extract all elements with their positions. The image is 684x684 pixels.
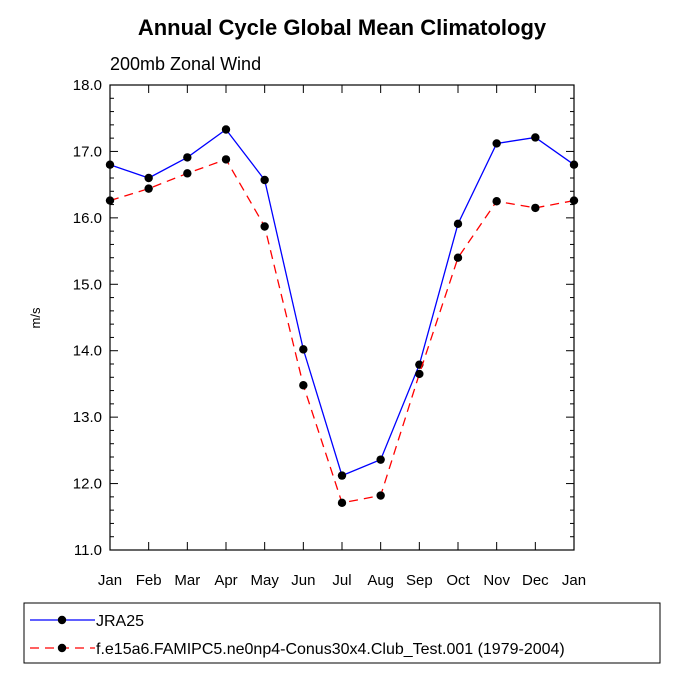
chart-subtitle: 200mb Zonal Wind (110, 54, 261, 74)
data-point (221, 125, 231, 134)
x-tick-label: Mar (174, 572, 200, 589)
x-tick-label: Jul (332, 572, 351, 589)
y-tick-label: 17.0 (73, 143, 102, 160)
data-point (569, 196, 579, 205)
data-point (337, 471, 347, 480)
x-tick-label: Dec (522, 572, 549, 589)
y-tick-label: 15.0 (73, 276, 102, 293)
x-tick-label: Nov (483, 572, 510, 589)
data-point (492, 139, 501, 148)
data-point (183, 153, 192, 162)
series-line (109, 158, 575, 504)
data-point (337, 498, 347, 508)
data-point (376, 491, 385, 500)
series-2 (105, 155, 579, 508)
y-tick-label: 18.0 (73, 77, 102, 94)
x-tick-label: Oct (446, 572, 470, 589)
data-point (260, 222, 269, 231)
legend-entry: JRA25 (30, 613, 144, 630)
legend: JRA25 f.e15a6.FAMIPC5.ne0np4-Conus30x4.Cl… (23, 602, 661, 664)
data-point (453, 219, 463, 229)
data-point (415, 369, 424, 379)
x-tick-labels: Jan Feb Mar Apr May Jun Jul Aug Sep Oct Nov Dec Jan (98, 572, 586, 589)
data-point (531, 203, 540, 213)
data-point (260, 175, 269, 185)
series-1 (105, 125, 579, 480)
data-point (299, 345, 308, 354)
x-tick-label: Apr (214, 572, 237, 589)
data-point (144, 184, 153, 193)
y-tick-label: 16.0 (73, 210, 102, 227)
legend-entry: f.e15a6.FAMIPC5.ne0np4-Conus30x4.Club_Te… (30, 641, 565, 658)
tick-marks (109, 84, 575, 551)
x-tick-label: Jan (562, 572, 586, 589)
data-point (144, 173, 153, 183)
plot-area: 11.0 12.0 13.0 14.0 15.0 16.0 17.0 18.0 Jan Feb M… (73, 77, 586, 589)
x-tick-label: Jan (98, 572, 122, 589)
x-tick-label: Feb (136, 572, 162, 589)
y-tick-label: 14.0 (73, 343, 102, 360)
x-tick-label: Jun (291, 572, 315, 589)
data-point (221, 155, 231, 164)
data-point (569, 160, 579, 169)
data-point (492, 197, 501, 206)
legend-box (23, 602, 661, 664)
y-tick-label: 11.0 (74, 542, 102, 559)
y-tick-label: 13.0 (73, 409, 102, 426)
chart-title: Annual Cycle Global Mean Climatology (138, 15, 547, 40)
x-tick-label: Sep (406, 572, 433, 589)
legend-label: JRA25 (96, 613, 144, 630)
data-point (376, 455, 385, 464)
legend-items: JRA25 f.e15a6.FAMIPC5.ne0np4-Conus30x4.Cl… (30, 613, 565, 658)
data-point (105, 196, 115, 205)
data-point (105, 160, 115, 169)
y-tick-label: 12.0 (73, 476, 102, 493)
legend-marker (57, 615, 67, 625)
y-axis-label: m/s (28, 307, 43, 328)
x-tick-label: Aug (367, 572, 394, 589)
y-tick-labels: 11.0 12.0 13.0 14.0 15.0 16.0 17.0 18.0 (73, 77, 102, 559)
legend-label: f.e15a6.FAMIPC5.ne0np4-Conus30x4.Club_Te… (96, 641, 565, 658)
series-group (105, 125, 579, 508)
x-tick-label: May (250, 572, 279, 589)
data-point (183, 169, 192, 178)
plot-frame (109, 84, 575, 551)
series-line (109, 128, 575, 477)
legend-marker (57, 643, 67, 653)
data-point (453, 253, 463, 262)
data-point (531, 133, 540, 142)
data-point (299, 381, 308, 390)
